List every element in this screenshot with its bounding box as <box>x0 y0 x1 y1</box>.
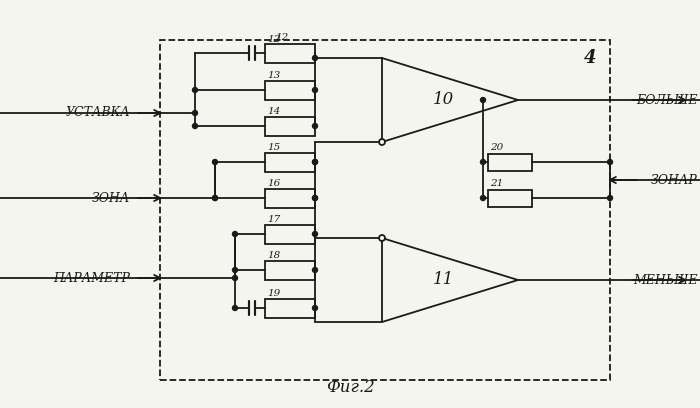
Text: Фиг.2: Фиг.2 <box>326 379 374 396</box>
Circle shape <box>608 195 612 200</box>
Circle shape <box>213 195 218 200</box>
Bar <box>265 188 315 208</box>
Circle shape <box>232 275 237 281</box>
Text: 15: 15 <box>267 142 280 151</box>
Bar <box>265 224 315 244</box>
Circle shape <box>232 231 237 237</box>
Circle shape <box>312 160 318 164</box>
Circle shape <box>213 160 218 164</box>
Bar <box>265 153 315 171</box>
Text: БОЛЬШЕ: БОЛЬШЕ <box>636 93 698 106</box>
Bar <box>488 189 532 206</box>
Circle shape <box>312 55 318 60</box>
Text: 12: 12 <box>275 33 288 42</box>
Text: ПАРАМЕТР: ПАРАМЕТР <box>53 271 130 284</box>
Text: ЗОНА: ЗОНА <box>92 191 130 204</box>
Circle shape <box>312 124 318 129</box>
Circle shape <box>480 160 486 164</box>
Text: 19: 19 <box>267 288 280 297</box>
Text: 16: 16 <box>267 179 280 188</box>
Text: 10: 10 <box>433 91 454 109</box>
Bar <box>265 117 315 135</box>
Circle shape <box>608 160 612 164</box>
Text: 18: 18 <box>267 251 280 259</box>
Text: 11: 11 <box>433 271 454 288</box>
Circle shape <box>480 98 486 102</box>
Bar <box>265 299 315 317</box>
Text: 12: 12 <box>267 35 280 44</box>
Circle shape <box>312 160 318 164</box>
Text: 21: 21 <box>490 180 503 188</box>
Text: УСТАВКА: УСТАВКА <box>65 106 130 120</box>
Circle shape <box>379 139 385 145</box>
Bar <box>488 153 532 171</box>
Text: ЗОНАР: ЗОНАР <box>651 173 698 186</box>
Bar <box>265 44 315 62</box>
Circle shape <box>312 195 318 200</box>
Circle shape <box>379 235 385 241</box>
Text: 13: 13 <box>267 71 280 80</box>
Circle shape <box>312 268 318 273</box>
Text: 17: 17 <box>267 215 280 224</box>
Bar <box>265 80 315 100</box>
Circle shape <box>232 306 237 310</box>
Text: 14: 14 <box>267 106 280 115</box>
Text: 4: 4 <box>584 49 596 67</box>
Circle shape <box>312 195 318 200</box>
Circle shape <box>312 231 318 237</box>
Circle shape <box>213 195 218 200</box>
Circle shape <box>193 111 197 115</box>
Text: 20: 20 <box>490 144 503 153</box>
Circle shape <box>312 306 318 310</box>
Bar <box>265 260 315 279</box>
Circle shape <box>232 268 237 273</box>
Text: МЕНЬШЕ: МЕНЬШЕ <box>634 273 698 286</box>
Bar <box>160 40 610 380</box>
Circle shape <box>312 87 318 93</box>
Circle shape <box>480 195 486 200</box>
Circle shape <box>193 87 197 93</box>
Circle shape <box>193 124 197 129</box>
